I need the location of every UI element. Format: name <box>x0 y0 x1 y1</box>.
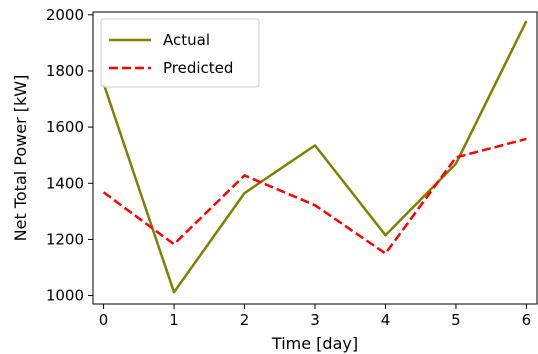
legend-label-actual: Actual <box>163 31 210 49</box>
y-axis: 1000 1200 1400 1600 1800 2000 <box>46 6 93 305</box>
y-tick-label: 1800 <box>46 62 84 80</box>
series-layer <box>102 20 528 294</box>
x-tick-label: 4 <box>381 311 391 329</box>
y-tick-label: 1600 <box>46 118 84 136</box>
y-tick-label: 1000 <box>46 287 84 305</box>
x-tick-label: 1 <box>169 311 179 329</box>
legend-label-predicted: Predicted <box>163 59 233 77</box>
x-axis: 0 1 2 3 4 5 6 <box>99 304 531 329</box>
y-tick-label: 1400 <box>46 174 84 192</box>
legend: Actual Predicted <box>100 18 260 88</box>
y-tick-label: 1200 <box>46 230 84 248</box>
x-tick-label: 5 <box>451 311 461 329</box>
legend-box <box>100 18 260 88</box>
series-line-predicted <box>102 137 527 255</box>
x-axis-label: Time [day] <box>271 334 358 353</box>
y-tick-label: 2000 <box>46 6 84 24</box>
x-tick-label: 2 <box>240 311 250 329</box>
x-tick-label: 0 <box>99 311 109 329</box>
x-tick-label: 3 <box>310 311 320 329</box>
series-line-actual <box>102 20 528 294</box>
x-tick-label: 6 <box>522 311 532 329</box>
y-axis-label: Net Total Power [kW] <box>11 75 30 242</box>
